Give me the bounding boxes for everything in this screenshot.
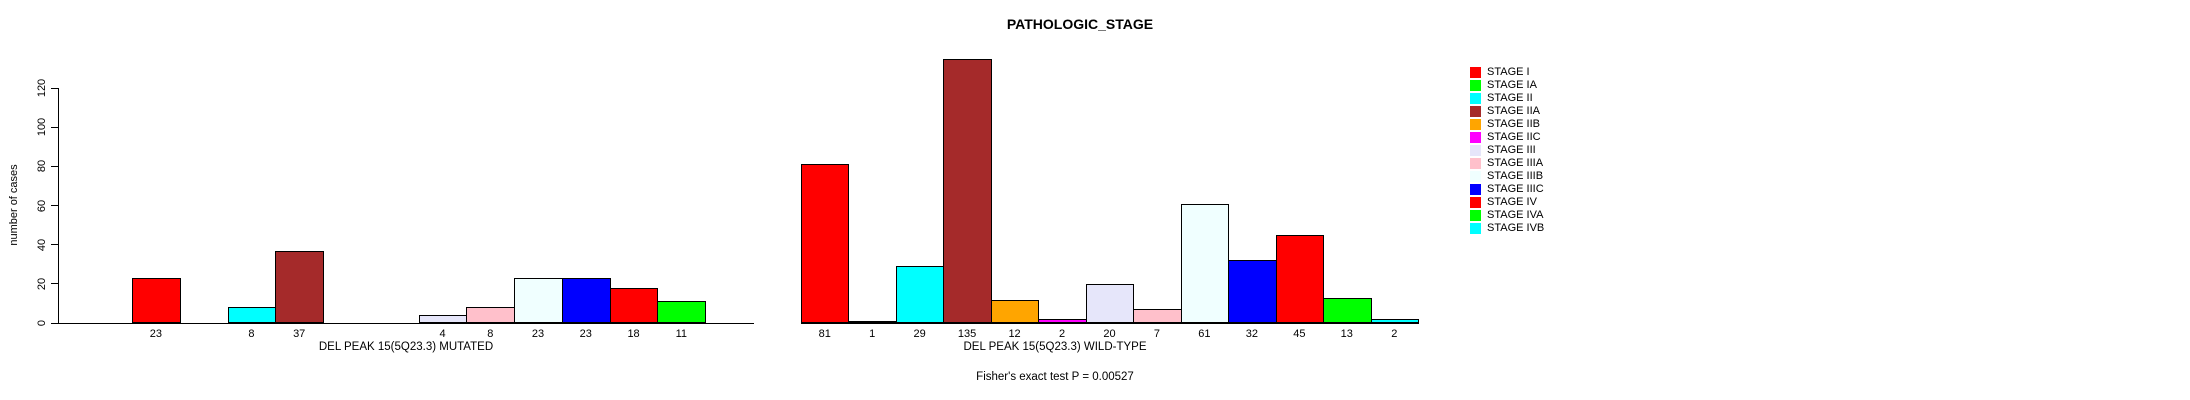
bar-value-label: 81: [818, 328, 831, 340]
bar-value-label: 37: [293, 328, 306, 340]
bar-value-label: 2: [1391, 328, 1398, 340]
bar-value-label: 32: [1245, 328, 1258, 340]
legend-swatch-stage-iia: [1470, 106, 1481, 117]
legend-swatch-stage-i: [1470, 67, 1481, 78]
y-tick-label: 0: [36, 319, 48, 327]
legend-label: STAGE IIB: [1487, 118, 1540, 130]
legend-swatch-stage-iib: [1470, 119, 1481, 130]
y-tick: [51, 205, 58, 206]
bar-value-label: 61: [1198, 328, 1211, 340]
legend-label: STAGE III: [1487, 144, 1536, 156]
bar-stage-ia: [848, 321, 897, 324]
bar-value-label: 23: [531, 328, 545, 340]
bar-stage-iic: [1038, 319, 1087, 323]
bar-stage-iii: [418, 315, 468, 323]
legend-label: STAGE IIIA: [1487, 157, 1544, 169]
legend-swatch-stage-iva: [1470, 210, 1481, 221]
legend-swatch-stage-ii: [1470, 93, 1481, 104]
bar-value-label: 23: [579, 328, 592, 340]
bar-stage-iiib: [514, 277, 563, 323]
bar-stage-iiia: [1133, 309, 1182, 323]
legend-swatch-stage-iiib: [1470, 171, 1481, 182]
y-tick-label: 80: [36, 160, 48, 173]
y-tick-label: 100: [36, 117, 48, 137]
bar-stage-ii: [227, 307, 277, 323]
x-axis-label-wild-type: DEL PEAK 15(5Q23.3) WILD-TYPE: [963, 341, 1147, 353]
bar-value-label: 12: [1008, 328, 1021, 340]
bar-value-label: 23: [149, 328, 162, 340]
bar-value-label: 4: [439, 328, 446, 340]
y-tick-label: 60: [36, 199, 48, 212]
legend-label: STAGE IA: [1487, 79, 1537, 91]
bar-stage-iia: [943, 58, 992, 323]
bar-stage-iiia: [466, 307, 516, 323]
bar-stage-iia: [275, 250, 325, 323]
y-tick: [51, 244, 58, 246]
bar-value-label: 135: [957, 328, 977, 340]
legend-swatch-stage-iv: [1470, 197, 1481, 208]
y-tick: [51, 322, 58, 324]
bar-value-label: 13: [1340, 328, 1353, 340]
bar-stage-iva: [1323, 297, 1372, 323]
legend-label: STAGE IIIC: [1487, 183, 1544, 195]
bar-stage-iiic: [561, 277, 611, 323]
y-axis-title: number of cases: [8, 164, 20, 246]
y-tick: [51, 165, 58, 167]
bar-value-label: 20: [1103, 328, 1116, 340]
bar-value-label: 8: [487, 328, 494, 340]
bar-value-label: 1: [869, 328, 876, 340]
legend-swatch-stage-iii: [1470, 145, 1481, 156]
legend-swatch-stage-ia: [1470, 80, 1481, 91]
fisher-test-label: Fisher's exact test P = 0.00527: [976, 371, 1134, 383]
bar-value-label: 7: [1153, 328, 1161, 340]
bar-value-label: 29: [913, 328, 926, 340]
bar-stage-iv: [609, 287, 659, 323]
bar-stage-iv: [1275, 234, 1325, 323]
legend-label: STAGE IVA: [1487, 209, 1544, 221]
legend-label: STAGE II: [1487, 92, 1533, 104]
y-tick-label: 120: [36, 78, 48, 98]
y-tick: [51, 126, 58, 128]
bar-value-label: 8: [248, 328, 255, 340]
bar-value-label: 18: [627, 328, 640, 340]
bar-stage-iiib: [1180, 203, 1230, 323]
bar-stage-i: [801, 164, 850, 323]
bar-stage-ivb: [1370, 319, 1419, 323]
bar-stage-i: [132, 277, 181, 323]
legend-label: STAGE IV: [1487, 196, 1537, 208]
bar-stage-iva: [657, 301, 707, 323]
bar-stage-iib: [990, 299, 1040, 323]
y-axis-line: [58, 88, 59, 324]
y-tick-label: 20: [36, 277, 48, 290]
y-tick: [51, 283, 58, 285]
legend-swatch-stage-ivb: [1470, 223, 1481, 234]
bar-stage-iii: [1085, 283, 1135, 323]
legend-label: STAGE IVB: [1487, 222, 1545, 234]
x-axis-line: [801, 323, 1419, 324]
legend-label: STAGE I: [1487, 66, 1530, 78]
legend-label: STAGE IIIB: [1487, 170, 1544, 182]
legend-swatch-stage-iic: [1470, 132, 1481, 143]
y-tick: [51, 87, 58, 89]
legend-swatch-stage-iiic: [1470, 184, 1481, 195]
bar-stage-iiic: [1228, 260, 1277, 323]
bar-value-label: 45: [1293, 328, 1306, 340]
legend-label: STAGE IIA: [1487, 105, 1540, 117]
x-axis-label-mutated: DEL PEAK 15(5Q23.3) MUTATED: [318, 341, 494, 353]
page-title: PATHOLOGIC_STAGE: [1006, 16, 1154, 32]
legend-label: STAGE IIC: [1487, 131, 1541, 143]
bar-value-label: 2: [1058, 328, 1066, 340]
legend-swatch-stage-iiia: [1470, 158, 1481, 169]
x-axis-line: [59, 323, 754, 324]
bar-value-label: 11: [675, 328, 688, 340]
bar-stage-ii: [895, 266, 945, 323]
y-tick-label: 40: [36, 238, 48, 251]
